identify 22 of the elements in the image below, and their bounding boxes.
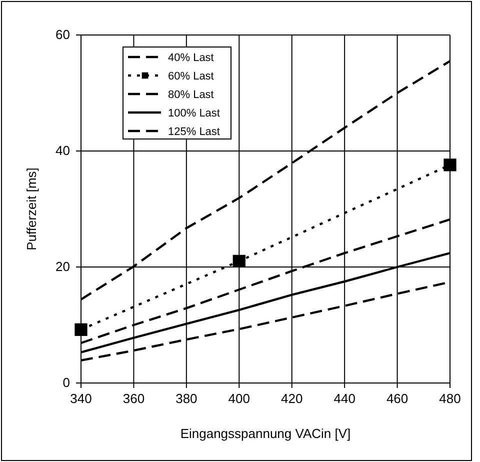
y-axis-title: Pufferzeit [ms] xyxy=(24,168,39,250)
x-tick-label: 380 xyxy=(176,391,198,406)
y-tick-label: 20 xyxy=(56,259,70,274)
legend-label: 125% Last xyxy=(168,126,220,138)
legend-label: 100% Last xyxy=(168,108,220,120)
x-tick-label: 360 xyxy=(122,391,145,406)
y-tick-label: 60 xyxy=(56,27,70,42)
point xyxy=(74,323,88,336)
y-tick-label: 0 xyxy=(62,375,70,390)
legend-label: 80% Last xyxy=(168,89,214,101)
x-tick-label: 440 xyxy=(334,391,356,406)
point xyxy=(444,158,456,172)
x-axis-title: Eingangsspannung VACin [V] xyxy=(180,426,351,441)
x-tick-label: 400 xyxy=(228,391,250,406)
point xyxy=(232,254,246,268)
x-tick-label: 340 xyxy=(70,391,92,406)
x-tick-label: 420 xyxy=(281,391,303,406)
x-tick-label: 460 xyxy=(386,391,408,406)
legend-label: 60% Last xyxy=(168,70,214,82)
legend-label: 40% Last xyxy=(168,52,214,64)
x-tick-label: 480 xyxy=(439,391,461,406)
y-tick-label: 40 xyxy=(56,143,70,158)
